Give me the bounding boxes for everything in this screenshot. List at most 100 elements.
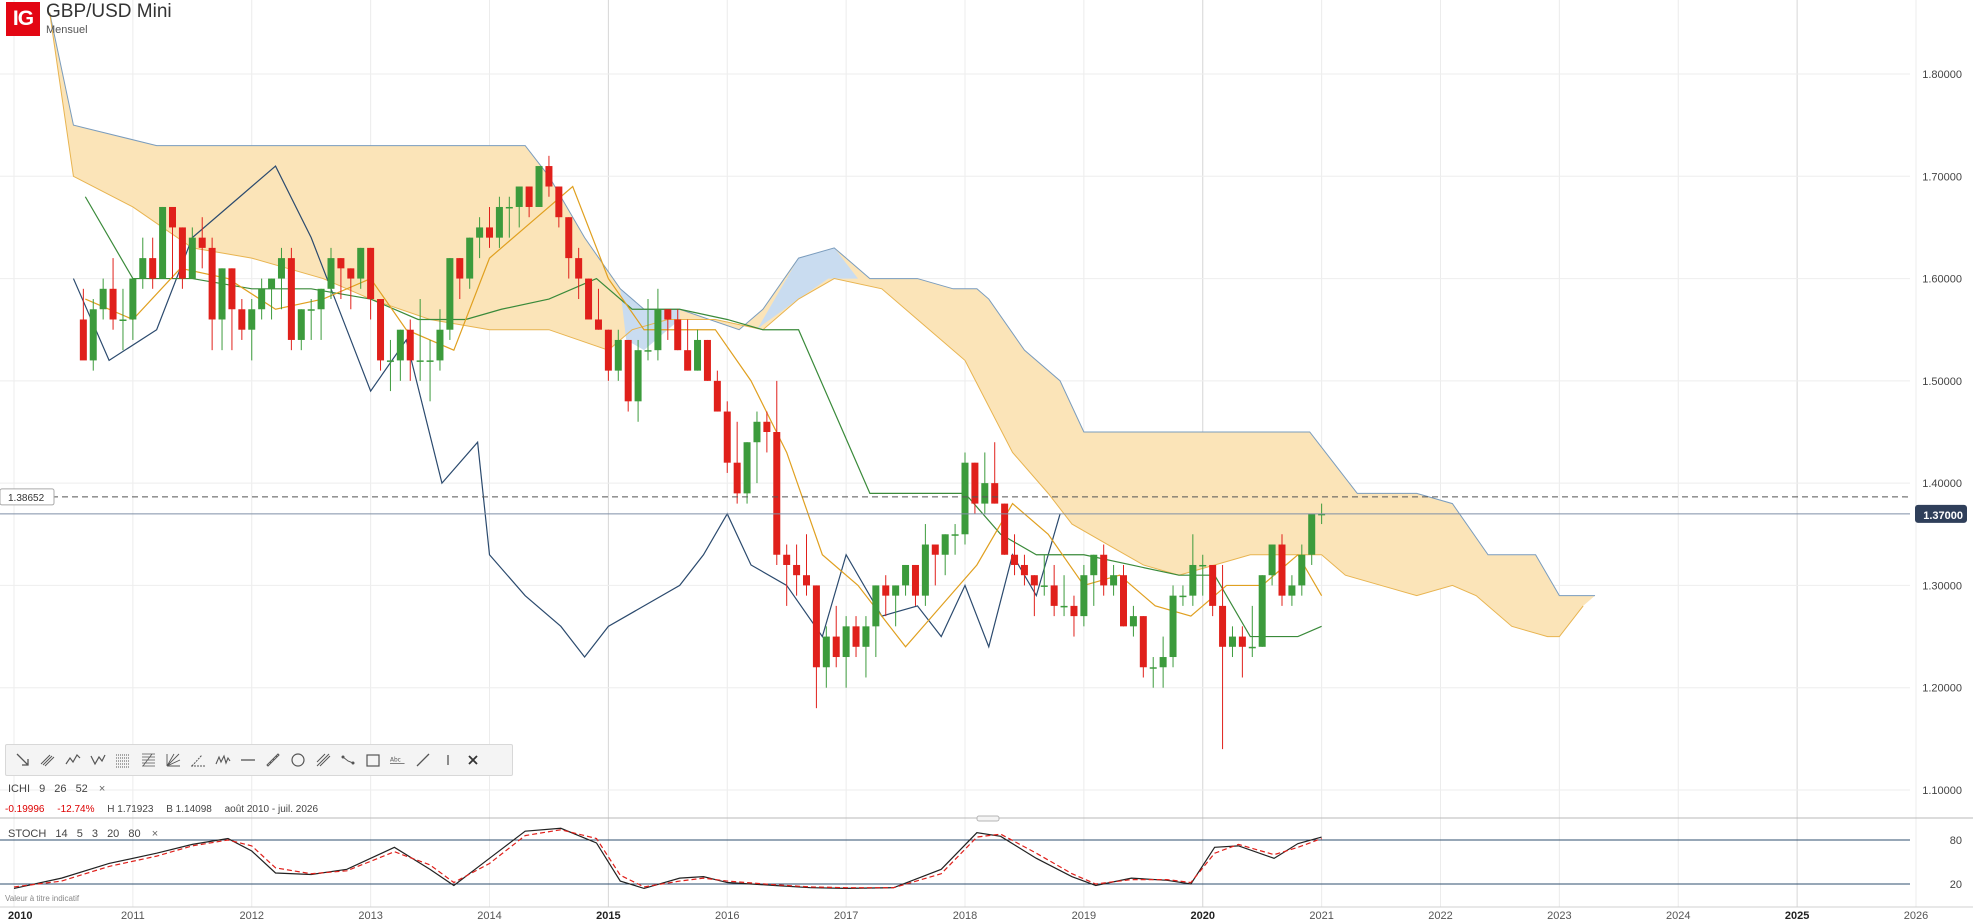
fib-retracement-icon[interactable] xyxy=(135,748,160,772)
candle-bullish[interactable] xyxy=(327,247,335,300)
remove-stoch-icon[interactable]: × xyxy=(151,828,159,840)
candle-bearish[interactable] xyxy=(178,227,186,289)
candle-bearish[interactable] xyxy=(287,247,295,351)
candle-bullish[interactable] xyxy=(1199,554,1207,596)
candle-bullish[interactable] xyxy=(1189,534,1197,606)
ichimoku-legend[interactable]: ICHI 9 26 52 × xyxy=(8,783,105,795)
candle-bullish[interactable] xyxy=(476,217,484,259)
instrument-title[interactable]: GBP/USD Mini xyxy=(46,1,172,22)
candle-bullish[interactable] xyxy=(1268,544,1276,586)
candle-bearish[interactable] xyxy=(793,544,801,596)
candle-bearish[interactable] xyxy=(1120,564,1127,627)
candle-bearish[interactable] xyxy=(1238,626,1246,678)
candle-bullish[interactable] xyxy=(1228,626,1236,658)
time-axis[interactable]: 2010 2011 2012 2013 2014 2015 2016 2017 2018 2019… xyxy=(0,906,1973,922)
candle-bearish[interactable] xyxy=(525,186,533,218)
candle-bearish[interactable] xyxy=(555,186,563,228)
candle-bearish[interactable] xyxy=(773,380,781,565)
candle-bullish[interactable] xyxy=(386,339,394,392)
candle-bearish[interactable] xyxy=(1278,534,1286,606)
gann-fan-icon[interactable] xyxy=(160,748,185,772)
trend-angle-icon[interactable] xyxy=(310,748,335,772)
measure-icon[interactable] xyxy=(260,748,285,772)
candle-bearish[interactable] xyxy=(852,616,860,658)
vertical-line-icon[interactable] xyxy=(435,748,460,772)
candle-bullish[interactable] xyxy=(119,288,127,351)
candle-bullish[interactable] xyxy=(317,288,325,340)
candle-bearish[interactable] xyxy=(832,605,840,668)
interval-label[interactable]: Mensuel xyxy=(46,24,88,36)
candle-bearish[interactable] xyxy=(664,309,672,340)
candle-bullish[interactable] xyxy=(743,442,751,504)
candle-bearish[interactable] xyxy=(1100,544,1108,596)
stoch-legend[interactable]: STOCH 14 5 3 20 80 × xyxy=(8,828,158,840)
ellipse-icon[interactable] xyxy=(285,748,310,772)
candle-bearish[interactable] xyxy=(79,288,87,361)
parallel-channel-icon[interactable] xyxy=(35,748,60,772)
candle-bullish[interactable] xyxy=(1149,657,1157,688)
candle-bearish[interactable] xyxy=(486,206,493,248)
candle-bullish[interactable] xyxy=(139,237,147,289)
candle-bearish[interactable] xyxy=(377,299,385,371)
candle-bearish[interactable] xyxy=(1001,503,1009,555)
candle-bullish[interactable] xyxy=(941,534,949,576)
candle-bearish[interactable] xyxy=(1020,554,1028,586)
candle-bearish[interactable] xyxy=(337,258,345,300)
candle-bullish[interactable] xyxy=(248,299,256,361)
line-tool-icon[interactable] xyxy=(410,748,435,772)
candle-bullish[interactable] xyxy=(515,186,523,228)
candle-bullish[interactable] xyxy=(357,247,365,289)
candle-bullish[interactable] xyxy=(1080,564,1088,627)
candle-bullish[interactable] xyxy=(307,299,315,340)
candle-bullish[interactable] xyxy=(129,278,137,340)
candle-bullish[interactable] xyxy=(446,258,454,340)
candle-bearish[interactable] xyxy=(228,268,236,351)
candle-bearish[interactable] xyxy=(703,339,711,381)
pitchfork-icon[interactable] xyxy=(185,748,210,772)
candle-bullish[interactable] xyxy=(99,278,107,320)
candle-bullish[interactable] xyxy=(89,299,97,371)
candle-bearish[interactable] xyxy=(1011,534,1019,576)
candle-bearish[interactable] xyxy=(1139,616,1147,678)
path-icon[interactable] xyxy=(335,748,360,772)
candle-bearish[interactable] xyxy=(723,401,731,473)
candle-bullish[interactable] xyxy=(535,166,543,207)
pattern-icon[interactable] xyxy=(85,748,110,772)
candle-bullish[interactable] xyxy=(902,564,910,596)
candle-bullish[interactable] xyxy=(188,227,196,279)
candle-bearish[interactable] xyxy=(604,329,612,381)
candle-bullish[interactable] xyxy=(1179,585,1187,606)
arrow-tool-icon[interactable] xyxy=(10,748,35,772)
candle-bullish[interactable] xyxy=(1248,605,1256,658)
candle-bearish[interactable] xyxy=(169,206,176,279)
candle-bearish[interactable] xyxy=(456,258,464,300)
candle-bearish[interactable] xyxy=(911,564,919,606)
candle-bullish[interactable] xyxy=(505,196,513,238)
rectangle-icon[interactable] xyxy=(360,748,385,772)
candle-bullish[interactable] xyxy=(416,299,424,381)
candle-bearish[interactable] xyxy=(565,217,573,279)
candle-bullish[interactable] xyxy=(268,278,276,320)
candle-bullish[interactable] xyxy=(495,196,503,248)
candle-bearish[interactable] xyxy=(783,544,791,606)
elliott-wave-icon[interactable] xyxy=(210,748,235,772)
candle-bearish[interactable] xyxy=(713,370,721,412)
candle-bearish[interactable] xyxy=(684,319,692,371)
candle-bearish[interactable] xyxy=(733,421,741,504)
candle-bullish[interactable] xyxy=(961,452,969,545)
candle-bearish[interactable] xyxy=(1050,564,1058,617)
candle-bullish[interactable] xyxy=(842,616,850,688)
candle-bearish[interactable] xyxy=(971,462,979,514)
candle-bullish[interactable] xyxy=(862,616,870,678)
candle-bullish[interactable] xyxy=(1308,513,1316,565)
candle-bearish[interactable] xyxy=(545,155,553,197)
candle-bearish[interactable] xyxy=(585,278,593,320)
candle-bullish[interactable] xyxy=(921,524,929,606)
candle-bullish[interactable] xyxy=(981,452,989,514)
candle-bullish[interactable] xyxy=(1258,575,1266,647)
candle-bullish[interactable] xyxy=(892,585,900,627)
candle-bearish[interactable] xyxy=(1219,564,1227,750)
candle-bearish[interactable] xyxy=(594,288,602,330)
price-axis[interactable]: 1.80000 1.70000 1.60000 1.50000 1.40000 1.300… xyxy=(1915,69,1967,797)
